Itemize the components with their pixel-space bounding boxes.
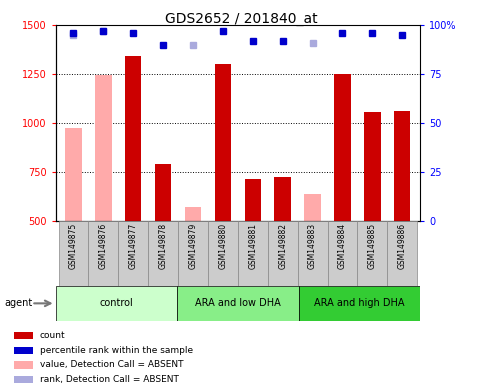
Bar — [95, 75, 112, 221]
Bar — [14, 376, 33, 383]
Text: GSM149880: GSM149880 — [218, 223, 227, 269]
Text: agent: agent — [5, 298, 33, 308]
Bar — [14, 332, 33, 339]
Bar — [394, 111, 411, 221]
Text: control: control — [99, 298, 133, 308]
Bar — [56, 286, 177, 321]
Bar — [177, 286, 298, 321]
Bar — [185, 207, 201, 221]
Text: ARA and low DHA: ARA and low DHA — [195, 298, 281, 308]
Bar — [215, 64, 231, 221]
Text: value, Detection Call = ABSENT: value, Detection Call = ABSENT — [40, 361, 184, 369]
Text: GDS2652 / 201840_at: GDS2652 / 201840_at — [165, 12, 318, 25]
Bar — [125, 56, 142, 221]
Bar — [304, 194, 321, 221]
Bar — [208, 221, 238, 286]
Bar — [58, 221, 88, 286]
Text: rank, Detection Call = ABSENT: rank, Detection Call = ABSENT — [40, 375, 179, 384]
Text: GSM149886: GSM149886 — [398, 223, 407, 269]
Text: GSM149883: GSM149883 — [308, 223, 317, 269]
Bar — [148, 221, 178, 286]
Text: GSM149878: GSM149878 — [158, 223, 168, 269]
Text: GSM149875: GSM149875 — [69, 223, 78, 269]
Bar — [244, 179, 261, 221]
Text: GSM149879: GSM149879 — [188, 223, 198, 269]
Bar — [298, 286, 420, 321]
Text: ARA and high DHA: ARA and high DHA — [314, 298, 405, 308]
Bar — [88, 221, 118, 286]
Bar — [238, 221, 268, 286]
Bar — [387, 221, 417, 286]
Text: count: count — [40, 331, 65, 340]
Bar — [327, 221, 357, 286]
Bar — [364, 112, 381, 221]
Text: GSM149885: GSM149885 — [368, 223, 377, 269]
Bar — [357, 221, 387, 286]
Bar — [118, 221, 148, 286]
Bar — [298, 221, 327, 286]
Bar — [334, 74, 351, 221]
Bar — [178, 221, 208, 286]
Text: GSM149881: GSM149881 — [248, 223, 257, 269]
Bar — [274, 177, 291, 221]
Bar — [155, 164, 171, 221]
Text: percentile rank within the sample: percentile rank within the sample — [40, 346, 193, 354]
Bar — [14, 361, 33, 369]
Bar — [14, 346, 33, 354]
Text: GSM149882: GSM149882 — [278, 223, 287, 269]
Text: GSM149877: GSM149877 — [129, 223, 138, 269]
Bar — [65, 128, 82, 221]
Bar — [268, 221, 298, 286]
Text: GSM149876: GSM149876 — [99, 223, 108, 269]
Text: GSM149884: GSM149884 — [338, 223, 347, 269]
